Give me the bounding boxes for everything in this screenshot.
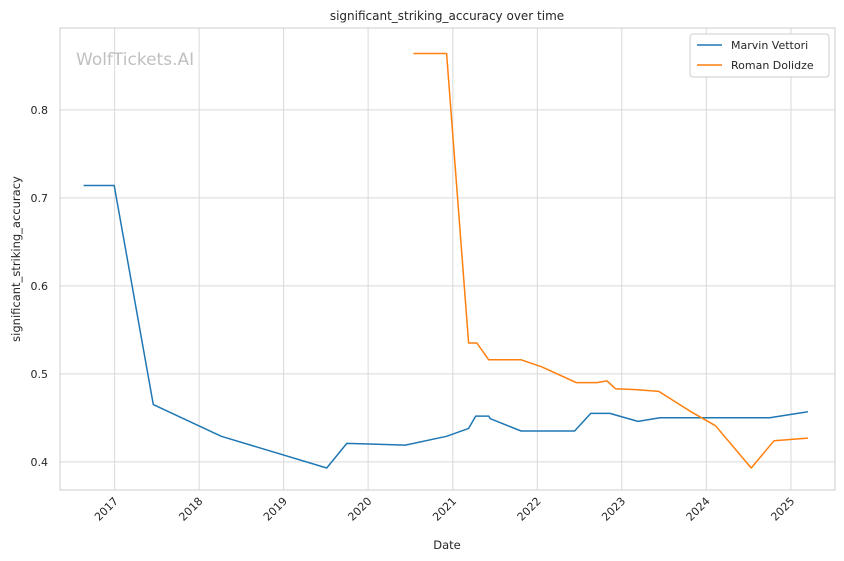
y-tick-labels: 0.4 0.5 0.6 0.7 0.8: [31, 104, 49, 469]
y-gridlines: [60, 109, 835, 463]
y-tick-label: 0.4: [31, 456, 49, 469]
watermark-text: WolfTickets.AI: [76, 50, 194, 70]
x-tick-label: 2018: [176, 495, 205, 524]
y-axis-title: significant_striking_accuracy: [9, 176, 23, 342]
x-tick-label: 2023: [599, 495, 628, 524]
x-tick-label: 2017: [92, 495, 121, 524]
y-tick-label: 0.5: [31, 368, 49, 381]
x-tick-label: 2022: [515, 495, 544, 524]
x-tick-labels: 2017 2018 2019 2020 2021 2022 2023 2024 2025: [92, 495, 797, 524]
x-gridlines: [114, 28, 792, 490]
y-tick-label: 0.7: [31, 192, 49, 205]
plot-area-border: [59, 27, 836, 491]
legend: Marvin Vettori Roman Dolidze: [689, 33, 830, 78]
legend-box: [689, 33, 830, 78]
chart-title: significant_striking_accuracy over time: [330, 9, 564, 23]
plot-area-background: [60, 28, 835, 490]
legend-label-roman-dolidze: Roman Dolidze: [731, 59, 814, 72]
x-tick-label: 2019: [261, 495, 290, 524]
series-line-marvin-vettori: [83, 184, 809, 469]
series-line-roman-dolidze: [413, 52, 808, 469]
x-tick-label: 2025: [768, 495, 797, 524]
x-axis-title: Date: [433, 538, 461, 552]
legend-label-marvin-vettori: Marvin Vettori: [731, 39, 808, 52]
x-tick-label: 2021: [430, 495, 459, 524]
y-tick-label: 0.6: [31, 280, 49, 293]
y-tick-label: 0.8: [31, 104, 49, 117]
series-lines: [83, 52, 809, 469]
x-tick-label: 2020: [345, 495, 374, 524]
x-tick-label: 2024: [684, 495, 713, 524]
